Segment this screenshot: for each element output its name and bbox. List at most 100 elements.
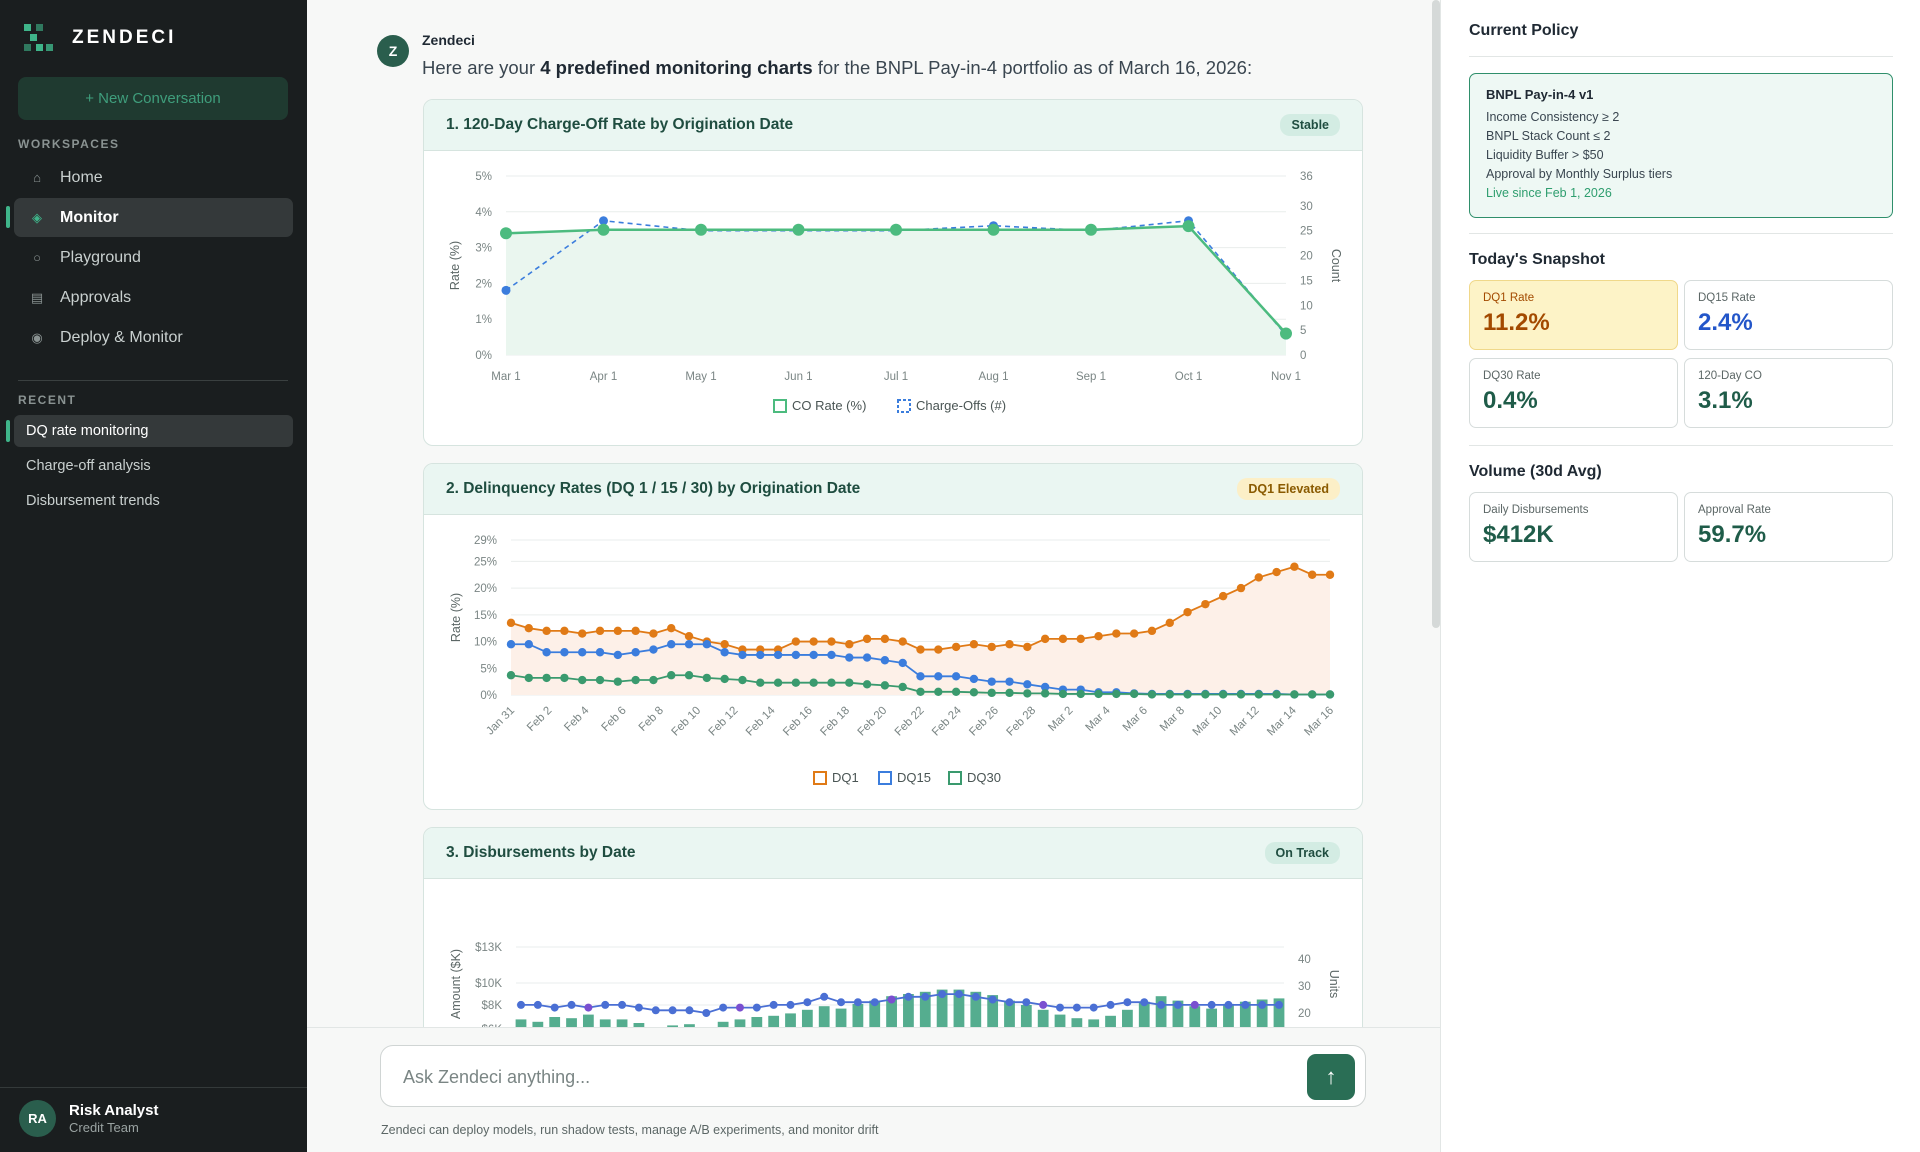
point-units [1258, 1000, 1267, 1009]
chart-card-delinquency: 2. Delinquency Rates (DQ 1 / 15 / 30) by… [423, 463, 1363, 810]
recent-label: RECENT [18, 393, 77, 407]
x-tick-label: Feb 20 [856, 705, 890, 739]
point-units [921, 992, 930, 1001]
point-charge-offs [501, 285, 511, 295]
point-dq1 [809, 637, 818, 646]
point-dq30 [1023, 689, 1032, 698]
chart-card-charge-off: 1. 120-Day Charge-Off Rate by Originatio… [423, 99, 1363, 446]
point-dq30 [1325, 690, 1335, 699]
active-indicator [6, 206, 10, 228]
point-units [1224, 1000, 1233, 1009]
point-units [988, 995, 997, 1004]
point-units [735, 1003, 744, 1012]
nav-approvals[interactable]: ▤ Approvals [14, 278, 293, 317]
point-dq30 [667, 671, 676, 680]
point-dq1 [862, 634, 872, 644]
point-units [618, 1000, 627, 1009]
point-dq30 [987, 688, 996, 698]
stat-label: Daily Disbursements [1483, 504, 1589, 516]
nav-home[interactable]: ⌂ Home [14, 158, 293, 197]
right-panel: Current Policy BNPL Pay-in-4 v1 Income C… [1440, 0, 1920, 1152]
point-units [1089, 1003, 1098, 1012]
stat-value: 59.7% [1698, 521, 1767, 548]
legend-label: DQ30 [967, 770, 1001, 785]
point-units [1241, 1000, 1250, 1009]
new-conversation-button[interactable]: + New Conversation [18, 77, 288, 120]
recent-item-charge-off-analysis[interactable]: Charge-off analysis [26, 458, 151, 474]
legend-label: DQ1 [832, 770, 859, 785]
x-tick-label: Mar 10 [1191, 705, 1225, 739]
point-dq30 [613, 677, 623, 686]
nav-monitor[interactable]: ◈ Monitor [14, 198, 293, 237]
point-dq30 [809, 678, 818, 687]
x-tick-label: Feb 4 [562, 704, 592, 734]
brand[interactable]: ZENDECI [24, 24, 176, 52]
nav-playground[interactable]: ○ Playground [14, 238, 293, 277]
arrow-up-icon: ↑ [1325, 1064, 1337, 1089]
point-units [1140, 998, 1149, 1007]
stat-approval-rate: Approval Rate 59.7% [1684, 492, 1893, 562]
nav-label: Playground [60, 248, 141, 266]
x-tick-label: Sep 1 [1076, 371, 1106, 383]
point-units [702, 1009, 711, 1017]
y-tick-label: 3% [475, 243, 492, 255]
card-header: 3. Disbursements by Date On Track [424, 828, 1362, 879]
point-units [853, 998, 862, 1007]
point-dq30 [1254, 690, 1263, 699]
x-tick-label: Feb 22 [893, 705, 927, 739]
point-dq30 [934, 687, 943, 696]
point-dq1 [1254, 573, 1263, 582]
point-dq15 [987, 677, 996, 686]
composer: ↑ Zendeci can deploy models, run shadow … [307, 1027, 1440, 1152]
point-dq30 [1112, 689, 1121, 699]
point-dq30 [1094, 689, 1103, 699]
point-units [634, 1003, 643, 1012]
user-profile[interactable]: RA Risk Analyst Credit Team [0, 1087, 307, 1152]
point-dq1 [1023, 642, 1032, 652]
home-icon: ⌂ [33, 170, 41, 185]
point-dq1 [1218, 591, 1228, 601]
point-dq15 [791, 650, 801, 660]
send-button[interactable]: ↑ [1307, 1054, 1355, 1100]
x-tick-label: Apr 1 [590, 371, 618, 383]
y-tick-label: 0% [480, 690, 497, 702]
nav-label: Monitor [60, 208, 119, 226]
policy-rule: BNPL Stack Count ≤ 2 [1486, 129, 1611, 143]
stat-dq30-rate: DQ30 Rate 0.4% [1469, 358, 1678, 428]
y2-tick-label: 0 [1300, 350, 1306, 362]
panel-divider [1469, 445, 1893, 446]
y2-axis-label: Count [1329, 249, 1343, 283]
point-dq30 [1183, 690, 1192, 699]
sidebar: ZENDECI + New Conversation WORKSPACES ⌂ … [0, 0, 307, 1152]
recent-item-disbursement-trends[interactable]: Disbursement trends [26, 493, 160, 509]
y2-tick-label: 40 [1298, 954, 1311, 966]
charge-off-chart: 0% 1% 2% 3% 4% 5% 0 5 10 15 20 25 30 36 Mar 1 Apr 1 May … [448, 171, 1343, 413]
sidebar-divider [18, 380, 288, 381]
policy-card[interactable]: BNPL Pay-in-4 v1 Income Consistency ≥ 2 … [1469, 73, 1893, 218]
scrollbar[interactable] [1432, 0, 1440, 628]
point-dq30 [1147, 690, 1157, 699]
point-dq1 [560, 626, 569, 636]
y-tick-label: 4% [475, 207, 492, 219]
nav-deploy-monitor[interactable]: ◉ Deploy & Monitor [14, 318, 293, 357]
legend-swatch-co-rate [773, 399, 787, 413]
message-input[interactable] [403, 1062, 1283, 1092]
workspaces-label: WORKSPACES [18, 137, 120, 151]
y2-axis-label: Units [1327, 970, 1341, 998]
nav-label: Deploy & Monitor [60, 328, 183, 346]
point-dq1 [845, 640, 854, 649]
recent-item-dq-rate-monitoring[interactable]: DQ rate monitoring [14, 415, 293, 447]
point-dq15 [951, 672, 961, 681]
stat-label: Approval Rate [1698, 504, 1771, 516]
point-units [1022, 998, 1031, 1007]
point-dq1 [1201, 599, 1210, 609]
y-tick-label: 29% [474, 535, 497, 547]
policy-live-status: Live since Feb 1, 2026 [1486, 186, 1612, 200]
x-tick-label: Mar 2 [1046, 705, 1075, 734]
area-co-rate [506, 226, 1286, 355]
point-dq1 [684, 632, 694, 641]
point-dq1 [506, 618, 516, 628]
point-dq15 [684, 640, 694, 649]
point-units [1072, 1003, 1081, 1012]
point-dq30 [827, 678, 836, 687]
